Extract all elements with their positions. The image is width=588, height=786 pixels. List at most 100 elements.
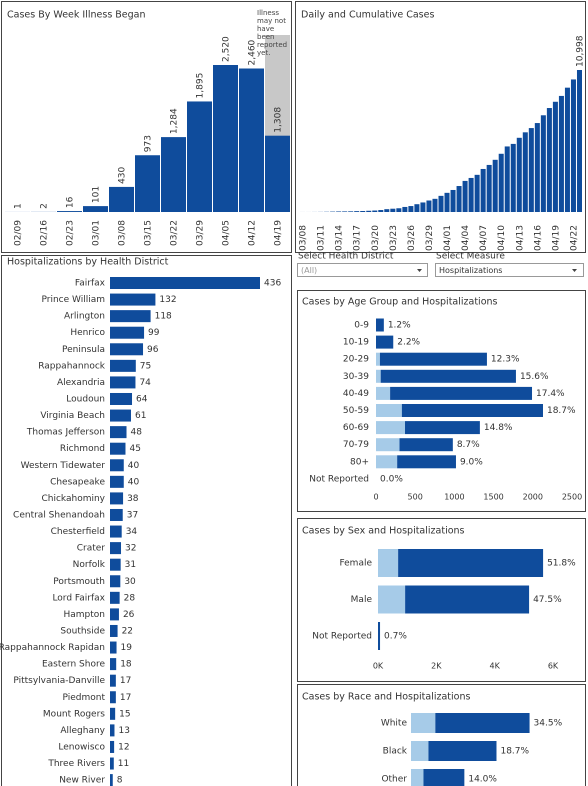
bar bbox=[239, 68, 264, 212]
bar bbox=[336, 211, 342, 212]
value-label: 37 bbox=[127, 510, 138, 520]
bar bbox=[110, 591, 120, 604]
bar-segment bbox=[376, 438, 400, 452]
bar-label: 14.8% bbox=[484, 423, 513, 433]
x-tick-label: 03/14 bbox=[335, 225, 345, 251]
dropdown-value[interactable]: Hospitalizations bbox=[439, 266, 502, 275]
bar bbox=[110, 542, 122, 555]
value-label: 2,520 bbox=[222, 36, 232, 62]
bar-segment bbox=[401, 404, 543, 417]
bar-label: 14.0% bbox=[468, 775, 497, 785]
dropdown-arrow[interactable] bbox=[417, 269, 422, 272]
bar bbox=[360, 211, 366, 212]
dropdown[interactable]: (All) bbox=[297, 263, 428, 277]
bar bbox=[110, 691, 116, 704]
bar-label: 8.7% bbox=[457, 440, 480, 450]
x-tick-label: 03/17 bbox=[353, 225, 363, 251]
bar bbox=[414, 204, 420, 212]
bar bbox=[110, 707, 116, 720]
bar-segment bbox=[376, 369, 381, 383]
bar-segment bbox=[390, 386, 533, 400]
value-label: 13 bbox=[118, 726, 129, 736]
y-tick-label: Thomas Jefferson bbox=[26, 428, 105, 438]
y-tick-label: 80+ bbox=[350, 457, 369, 467]
x-tick-label: 04/10 bbox=[497, 225, 507, 251]
bar bbox=[462, 180, 468, 212]
bar-segment bbox=[399, 438, 453, 452]
bar bbox=[110, 442, 126, 455]
bar bbox=[110, 277, 260, 289]
bar-segment bbox=[378, 549, 399, 577]
dropdown-arrow[interactable] bbox=[572, 269, 577, 272]
bar-segment bbox=[397, 455, 456, 469]
bar bbox=[540, 115, 546, 212]
bar bbox=[265, 135, 290, 212]
dropdown-box[interactable] bbox=[435, 263, 584, 277]
bar bbox=[498, 153, 504, 212]
bar-segment bbox=[376, 318, 384, 332]
filter-label: Select Health District bbox=[298, 252, 394, 262]
dropdown[interactable]: Hospitalizations bbox=[435, 263, 584, 277]
bar bbox=[110, 757, 114, 770]
value-label: 1 bbox=[14, 203, 24, 209]
x-tick-label: 03/26 bbox=[407, 225, 417, 251]
bar bbox=[110, 475, 124, 488]
bar bbox=[366, 210, 372, 212]
y-tick-label: Male bbox=[351, 595, 373, 605]
bar-segment bbox=[411, 713, 436, 733]
bar bbox=[110, 326, 145, 339]
bar bbox=[110, 658, 117, 671]
bar-label: 1.2% bbox=[388, 321, 411, 331]
x-tick-label: 03/08 bbox=[299, 225, 309, 251]
chart-title: Cases by Sex and Hospitalizations bbox=[302, 526, 465, 537]
bar-segment bbox=[376, 404, 402, 417]
y-tick-label: Not Reported bbox=[312, 632, 372, 642]
chart-title: Hospitalizations by Health District bbox=[7, 257, 169, 268]
bar bbox=[456, 186, 462, 212]
bar-segment bbox=[380, 369, 516, 383]
value-label: 64 bbox=[136, 394, 148, 404]
bar bbox=[546, 108, 552, 212]
bar-segment bbox=[379, 352, 487, 366]
y-tick-label: 0-9 bbox=[354, 321, 369, 331]
value-label: 99 bbox=[148, 328, 160, 338]
chart-title: Daily and Cumulative Cases bbox=[301, 10, 434, 21]
bar bbox=[564, 87, 570, 212]
bar bbox=[110, 310, 151, 323]
y-tick-label: Alexandria bbox=[57, 378, 105, 388]
value-label: 74 bbox=[139, 378, 151, 388]
value-label: 2,460 bbox=[248, 39, 258, 65]
value-label: 40 bbox=[128, 461, 140, 471]
value-label: 16 bbox=[66, 196, 76, 208]
y-tick-label: Central Shenandoah bbox=[13, 510, 105, 520]
dropdown-value[interactable]: (All) bbox=[301, 266, 317, 275]
bar bbox=[534, 123, 540, 212]
bar bbox=[396, 208, 402, 212]
x-tick-label: 04/19 bbox=[551, 225, 561, 251]
bar bbox=[516, 137, 522, 212]
value-label: 32 bbox=[125, 544, 136, 554]
bar-label: 18.7% bbox=[500, 747, 529, 757]
bar-label: 17.4% bbox=[536, 389, 565, 399]
x-tick-label: 03/15 bbox=[144, 220, 154, 246]
value-label: 132 bbox=[159, 295, 176, 305]
bar-segment bbox=[378, 585, 406, 614]
value-label: 430 bbox=[118, 166, 128, 183]
y-tick-label: Henrico bbox=[70, 328, 105, 338]
x-tick-label: 03/01 bbox=[92, 220, 102, 246]
y-tick-label: Other bbox=[381, 775, 407, 785]
bar-label: 9.0% bbox=[460, 457, 483, 467]
bar bbox=[450, 189, 456, 212]
annotation: Illness may not have been reported yet. bbox=[257, 9, 287, 57]
bar bbox=[420, 202, 426, 212]
value-label: 1,284 bbox=[170, 108, 180, 134]
value-label: 61 bbox=[135, 411, 146, 421]
dropdown-box[interactable] bbox=[297, 263, 428, 277]
value-label: 38 bbox=[127, 494, 139, 504]
x-tick-label: 500 bbox=[408, 493, 423, 502]
x-tick-label: 1500 bbox=[483, 493, 503, 502]
value-label: 12 bbox=[118, 742, 129, 752]
bar-label: 15.6% bbox=[520, 372, 549, 382]
bar bbox=[528, 128, 534, 212]
